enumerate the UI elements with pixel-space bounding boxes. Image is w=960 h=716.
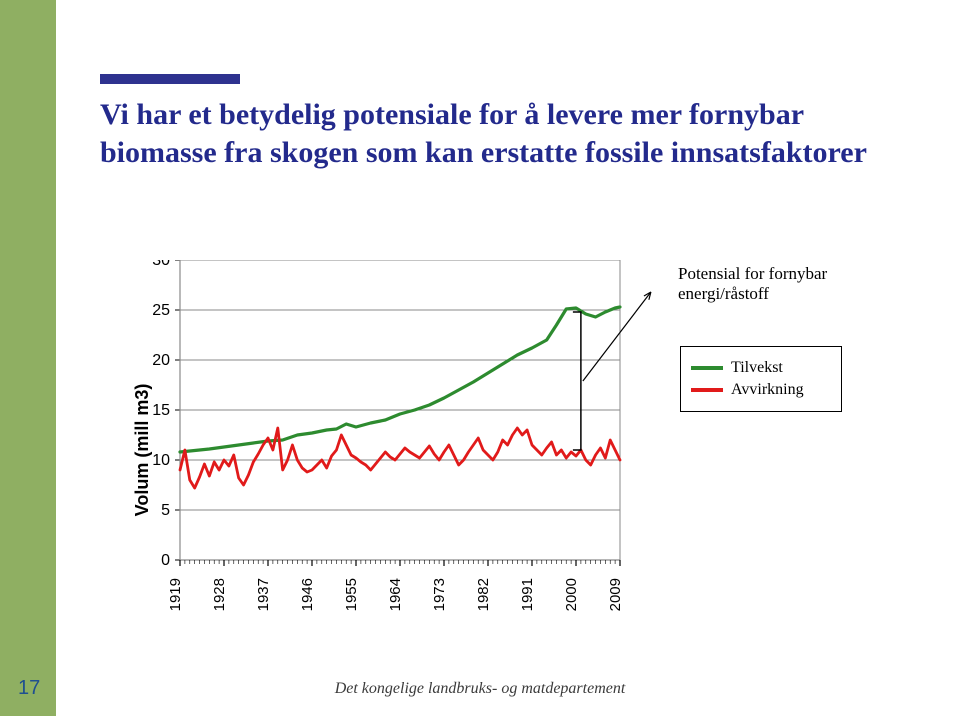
legend-item-tilvekst: Tilvekst [691,359,831,377]
chart: Volum (mill m3) 051015202530191919281937… [110,260,840,640]
svg-text:1928: 1928 [211,578,228,611]
left-decoration-bar [0,0,56,716]
svg-text:1982: 1982 [475,578,492,611]
slide: Vi har et betydelig potensiale for å lev… [0,0,960,716]
svg-text:1991: 1991 [519,578,536,611]
svg-text:5: 5 [161,502,170,519]
svg-text:2009: 2009 [607,578,624,611]
top-decoration-rule [100,74,240,84]
chart-legend: Tilvekst Avvirkning [680,346,842,412]
chart-svg: 0 5 10 15 20 25 30 1919 1928 1937 1946 1955 1964 1973… [110,260,840,640]
svg-text:1955: 1955 [343,578,360,611]
svg-text:15: 15 [152,402,170,419]
svg-text:1946: 1946 [299,578,316,611]
svg-text:10: 10 [152,452,170,469]
legend-item-avvirkning: Avvirkning [691,381,831,399]
svg-text:25: 25 [152,302,170,319]
bracket-annotation: Potensial for fornybar energi/råstoff [678,264,838,305]
slide-title: Vi har et betydelig potensiale for å lev… [100,96,900,171]
svg-text:1973: 1973 [431,578,448,611]
legend-swatch-tilvekst [691,366,723,370]
svg-text:30: 30 [152,260,170,269]
footer-text: Det kongelige landbruks- og matdeparteme… [0,680,960,698]
svg-text:0: 0 [161,552,170,569]
svg-text:1964: 1964 [387,578,404,611]
legend-swatch-avvirkning [691,388,723,392]
legend-label-avvirkning: Avvirkning [731,381,804,399]
svg-text:2000: 2000 [563,578,580,611]
svg-text:20: 20 [152,352,170,369]
svg-text:1937: 1937 [255,578,272,611]
legend-label-tilvekst: Tilvekst [731,359,783,377]
svg-text:1919: 1919 [167,578,184,611]
